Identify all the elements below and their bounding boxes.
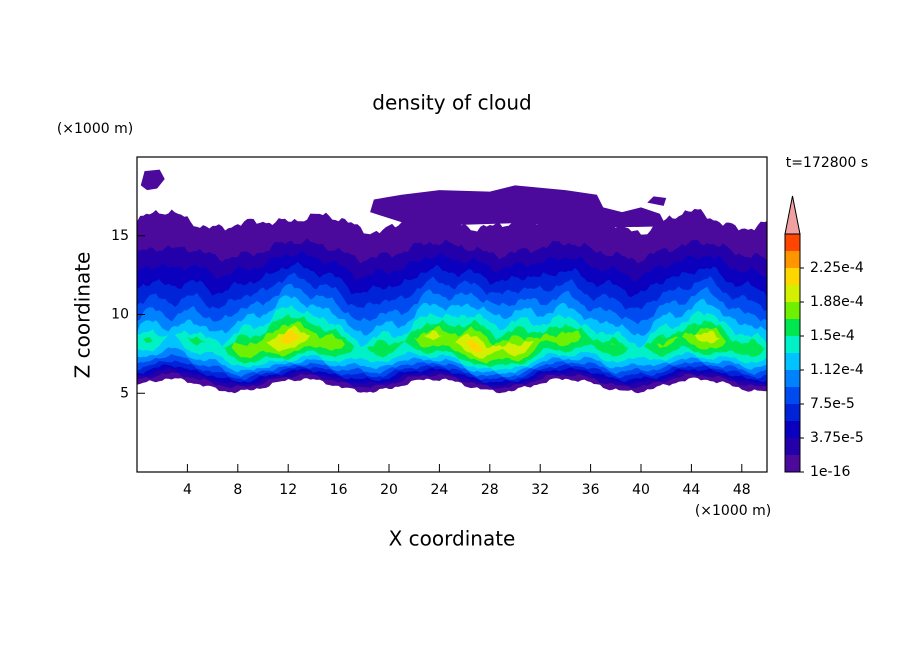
x-tick-label: 8 xyxy=(233,482,242,498)
y-tick-label: 15 xyxy=(111,228,129,244)
cloud-patch xyxy=(140,169,165,191)
cloud-patch xyxy=(647,196,667,206)
colorbar-tick-label: 7.5e-5 xyxy=(810,396,855,412)
y-tick-label: 10 xyxy=(111,307,129,323)
colorbar-band xyxy=(785,336,800,353)
x-tick-label: 44 xyxy=(682,482,700,498)
colorbar-band xyxy=(785,268,800,285)
x-tick-label: 24 xyxy=(430,482,448,498)
y-axis-label: Z coordinate xyxy=(71,252,95,379)
time-label: t=172800 s xyxy=(786,155,868,171)
x-axis-label: X coordinate xyxy=(389,527,516,551)
colorbar-tick-label: 1e-16 xyxy=(810,464,850,480)
colorbar-extend xyxy=(784,195,801,235)
y-unit: (×1000 m) xyxy=(57,121,133,137)
y-tick-label: 5 xyxy=(120,385,129,401)
colorbar-band xyxy=(785,353,800,370)
contour-band xyxy=(137,325,767,359)
colorbar-band xyxy=(785,455,800,472)
colorbar-tick-label: 1.5e-4 xyxy=(810,328,855,344)
x-tick-label: 40 xyxy=(632,482,650,498)
colorbar-band xyxy=(785,302,800,319)
colorbar-band xyxy=(785,404,800,421)
contour-band xyxy=(137,330,767,353)
colorbar-tick-label: 2.25e-4 xyxy=(810,260,864,276)
x-unit: (×1000 m) xyxy=(695,503,771,519)
colorbar-band xyxy=(785,285,800,302)
chart-title: density of cloud xyxy=(372,91,531,115)
x-tick-label: 48 xyxy=(733,482,751,498)
contour-field xyxy=(137,169,767,394)
colorbar-band xyxy=(785,421,800,438)
colorbar-tick-label: 1.88e-4 xyxy=(810,294,864,310)
x-tick-label: 12 xyxy=(279,482,297,498)
colorbar-frame xyxy=(784,233,801,473)
colorbar-tick-label: 3.75e-5 xyxy=(810,430,864,446)
colorbar-band xyxy=(785,319,800,336)
colorbar-tick-label: 1.12e-4 xyxy=(810,362,864,378)
colorbar-band xyxy=(785,387,800,404)
colorbar-band xyxy=(785,234,800,251)
x-tick-label: 36 xyxy=(582,482,600,498)
x-tick-label: 4 xyxy=(183,482,192,498)
colorbar-band xyxy=(785,251,800,268)
x-tick-label: 20 xyxy=(380,482,398,498)
colorbar-band xyxy=(785,438,800,455)
x-tick-label: 16 xyxy=(330,482,348,498)
x-tick-label: 32 xyxy=(531,482,549,498)
x-tick-label: 28 xyxy=(481,482,499,498)
colorbar-band xyxy=(785,370,800,387)
